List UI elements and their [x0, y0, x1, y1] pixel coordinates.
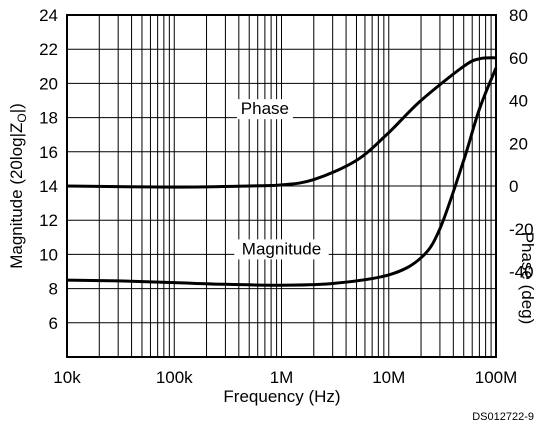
- y-axis-ticks: 6 8 10 12 14 16 18 20 22 24: [39, 6, 58, 333]
- x-tick-label: 100k: [156, 368, 193, 387]
- y-axis-title: Magnitude (20log|ZO|): [7, 103, 29, 269]
- y2-tick-label: 60: [509, 49, 528, 68]
- y2-axis-title: Phase (deg): [518, 232, 536, 325]
- x-axis-ticks: 10k 100k 1M 10M 100M: [53, 368, 517, 387]
- y-tick-label: 8: [49, 280, 58, 299]
- y-tick-label: 16: [39, 143, 58, 162]
- y2-tick-label: 80: [509, 6, 528, 25]
- x-tick-label: 10M: [372, 368, 405, 387]
- x-tick-label: 10k: [53, 368, 81, 387]
- magnitude-curve-label: Magnitude: [242, 239, 321, 258]
- y2-tick-label: 40: [509, 92, 528, 111]
- x-tick-label: 1M: [270, 368, 294, 387]
- y-tick-label: 20: [39, 74, 58, 93]
- y-tick-label: 18: [39, 109, 58, 128]
- y-tick-label: 24: [39, 6, 58, 25]
- figure-id: DS012722-9: [472, 411, 534, 423]
- x-tick-label: 100M: [475, 368, 518, 387]
- y-tick-label: 6: [49, 314, 58, 333]
- y-tick-label: 10: [39, 245, 58, 264]
- y-tick-label: 14: [39, 177, 58, 196]
- y-tick-label: 12: [39, 211, 58, 230]
- y-axis-title-suffix: |): [7, 103, 26, 113]
- y-axis-title-main: Magnitude (20log|Z: [7, 123, 26, 269]
- y-tick-label: 22: [39, 40, 58, 59]
- x-axis-title: Frequency (Hz): [223, 387, 340, 406]
- y2-tick-label: 0: [509, 177, 518, 196]
- phase-curve-label: Phase: [241, 99, 289, 118]
- y2-tick-label: 20: [509, 134, 528, 153]
- y-axis-title-subscript: O: [15, 113, 29, 122]
